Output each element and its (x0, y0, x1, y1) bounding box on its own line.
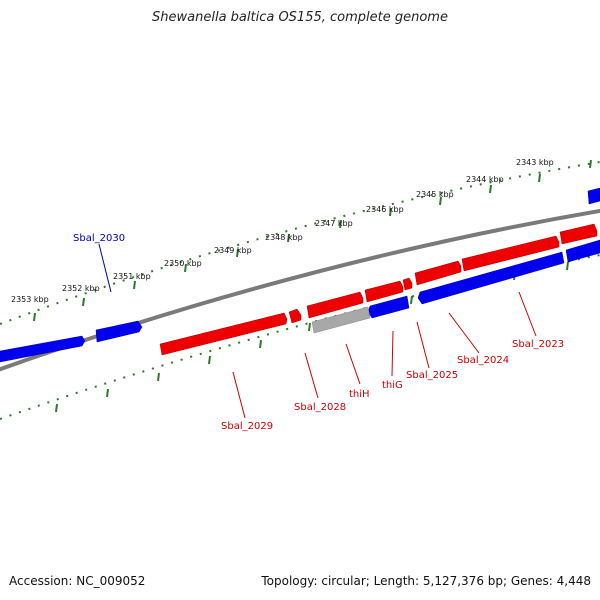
gene-arrow-sbal-2028b (288, 308, 302, 324)
gene-arrow-rev-grey (311, 306, 371, 334)
leader-thig (391, 330, 394, 377)
gene-label-sbal-2023: Sbal_2023 (512, 339, 564, 350)
gene-label-sbal-2024: Sbal_2024 (457, 355, 509, 366)
ruler-labels: 2343 kbp 2344 kbp 2345 kbp 2346 kbp 2347… (11, 158, 554, 304)
gene-arrow-sbal-2024 (461, 235, 560, 272)
gene-arrow-sbal-2023 (559, 223, 598, 245)
inner-ruler-ticks (55, 261, 569, 413)
gene-arrow-sbal-2030-body (0, 335, 86, 363)
ruler-label: 2348 kbp (265, 233, 303, 242)
gene-label-thig: thiG (382, 380, 403, 391)
gene-label-sbal-2029: Sbal_2029 (221, 421, 273, 432)
gene-arrow-rev-1 (565, 239, 600, 263)
gene-label-thih: thiH (349, 389, 370, 400)
ruler-label: 2344 kbp (466, 175, 504, 184)
ruler-label: 2345 kbp (416, 190, 454, 199)
map-title: Shewanella baltica OS155, complete genom… (152, 10, 448, 25)
gene-label-sbal-2025: Sbal_2025 (406, 370, 458, 381)
accession-text: Accession: NC_009052 (9, 574, 146, 588)
ruler-label: 2343 kbp (516, 158, 554, 167)
ruler-label: 2349 kbp (214, 246, 252, 255)
ruler-label: 2350 kbp (164, 259, 202, 268)
leader-thih (345, 343, 361, 385)
ruler-label: 2352 kbp (62, 284, 100, 293)
leader-sbal-2025 (416, 321, 430, 369)
gene-arrow-sbal-2025 (414, 260, 462, 286)
leader-sbal-2024 (448, 312, 480, 354)
gene-labels: Sbal_2023 Sbal_2024 Sbal_2025 thiG thiH … (73, 233, 564, 432)
ruler-label: 2346 kbp (366, 205, 404, 214)
leader-sbal-2029 (232, 371, 246, 419)
gene-arrow-thih (364, 280, 404, 303)
leader-sbal-2023 (518, 291, 537, 337)
leader-sbal-2028 (304, 352, 319, 399)
ruler-label: 2347 kbp (315, 219, 353, 228)
gene-label-sbal-2030: Sbal_2030 (73, 233, 125, 244)
gene-leader-lines (98, 243, 537, 419)
forward-strand-genes (159, 223, 598, 356)
gene-arrow-rev-4 (95, 320, 143, 343)
genome-summary-text: Topology: circular; Length: 5,127,376 bp… (261, 574, 591, 588)
ruler-label: 2353 kbp (11, 295, 49, 304)
reverse-strand-genes (0, 187, 600, 363)
gene-label-sbal-2028: Sbal_2028 (294, 402, 346, 413)
gene-arrow-sbal-2028 (306, 291, 364, 319)
gene-arrow-thig (402, 277, 413, 291)
gene-arrow-rev-2 (417, 251, 565, 305)
leader-sbal-2030 (98, 243, 112, 293)
outer-ruler-ticks (33, 159, 592, 322)
ruler-label: 2351 kbp (113, 272, 151, 281)
gene-arrow-sbal-2029 (159, 312, 288, 356)
gene-arrow-rev-top (587, 187, 600, 205)
